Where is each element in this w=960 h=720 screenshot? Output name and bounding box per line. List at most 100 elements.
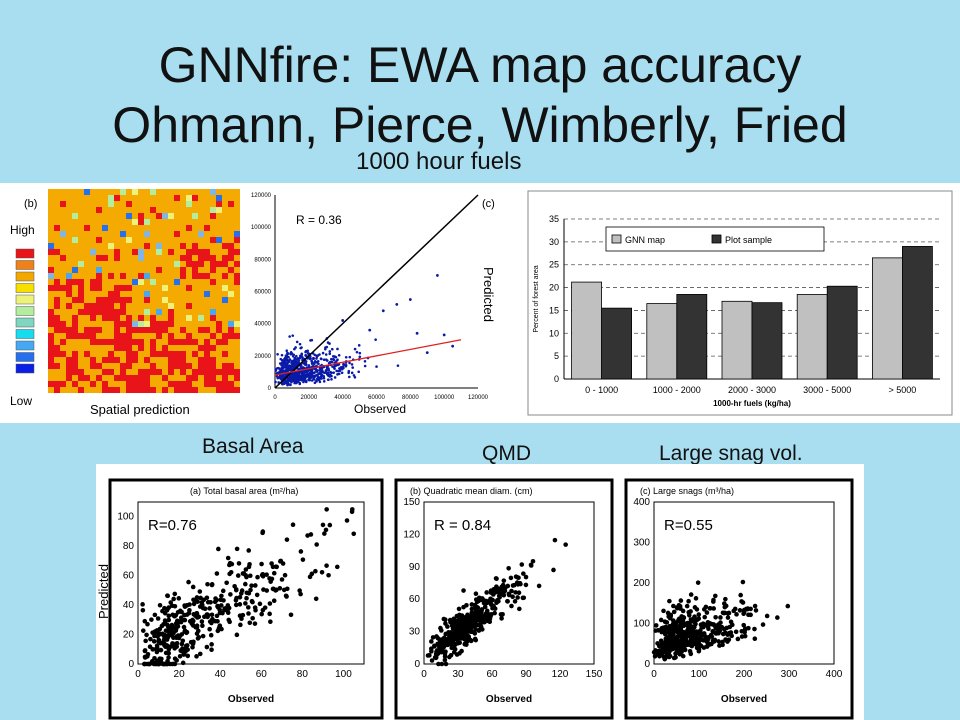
scatter-point: [506, 592, 512, 598]
fuels-point: [319, 375, 323, 379]
fuels-point: [309, 376, 313, 379]
scatter-point: [729, 633, 734, 639]
scatter-point: [733, 629, 739, 635]
scatter-point: [702, 637, 708, 643]
fuels-x-tick: 120000: [468, 395, 489, 401]
fuels-point: [337, 354, 341, 357]
fuels-point: [296, 356, 300, 360]
fuels-point: [328, 350, 332, 353]
fuels-y-tick: 60000: [254, 290, 271, 296]
scatter-point: [716, 625, 722, 631]
fuels-y-tick: 0: [268, 386, 272, 392]
scatter-point: [785, 603, 791, 609]
scatter-point: [722, 601, 727, 606]
scatter-point: [192, 598, 198, 603]
scatter-point: [455, 623, 461, 629]
scatter-point: [253, 607, 258, 613]
scatter-point: [298, 549, 304, 554]
scatter-x-tick: 80: [297, 669, 309, 680]
scatter-point: [159, 656, 164, 662]
scatter-point: [496, 593, 502, 599]
scatter-point: [509, 588, 514, 594]
scatter-point: [484, 590, 489, 595]
scatter-point: [181, 624, 187, 630]
scatter-point: [473, 609, 479, 615]
scatter-point: [186, 610, 192, 616]
scatter-point: [664, 641, 669, 647]
scatter-point: [162, 618, 168, 623]
scatter-point: [438, 644, 444, 650]
fuels-point: [284, 354, 288, 357]
scatter-point: [516, 575, 521, 581]
scatter-point: [208, 632, 214, 638]
bar-y-tick: 0: [554, 374, 559, 384]
scatter-point: [752, 626, 757, 632]
scatter-point: [220, 588, 226, 594]
bar-y-tick: 15: [549, 305, 559, 315]
fuels-point: [310, 373, 313, 376]
fuels-point: [332, 371, 336, 374]
fuels-point: [313, 353, 317, 357]
scatter-point: [144, 632, 149, 638]
fuels-point: [280, 353, 284, 357]
scatter-point: [145, 621, 150, 627]
scatter-point: [326, 572, 331, 578]
fuels-point: [436, 274, 439, 277]
scatter-point: [248, 587, 253, 593]
scatter-point: [704, 610, 710, 615]
fuels-point: [336, 347, 339, 351]
fuels-point: [357, 344, 361, 347]
fuels-point: [322, 374, 326, 378]
legend-swatch: [15, 317, 35, 328]
scatter-point: [157, 602, 163, 608]
fuels-point: [304, 354, 308, 357]
scatter-point: [666, 614, 671, 619]
bar-legend-swatch: [711, 234, 722, 244]
scatter-point: [297, 588, 302, 593]
fuels-x-tick: 20000: [300, 395, 317, 401]
scatter-point: [753, 608, 759, 613]
scatter-point: [712, 637, 718, 643]
scatter-point: [209, 612, 215, 618]
scatter-point: [149, 617, 154, 622]
scatter-point: [180, 617, 185, 623]
fuels-point: [280, 359, 284, 362]
bar-y-tick: 25: [549, 260, 559, 270]
scatter-point: [197, 589, 203, 594]
scatter-point: [473, 591, 479, 597]
fuels-point: [304, 370, 307, 374]
fuels-point: [297, 359, 301, 362]
fuels-point: [329, 374, 333, 377]
fuels-point: [310, 379, 314, 382]
fuels-point: [294, 346, 297, 349]
scatter-point: [658, 638, 664, 644]
fuels-point: [344, 363, 348, 367]
scatter-x-tick: 100: [335, 669, 352, 680]
scatter-point: [208, 600, 213, 605]
fuels-point: [326, 371, 330, 375]
fuels-point: [352, 374, 356, 377]
scatter-point: [271, 598, 277, 603]
scatter-point: [479, 607, 485, 612]
scatter-point: [678, 598, 684, 603]
scatter-point: [238, 622, 243, 628]
bar-plot-sample: [901, 246, 933, 380]
scatter-point: [676, 641, 682, 647]
fuels-point: [284, 369, 288, 373]
fuels-point: [295, 363, 299, 366]
scatter-point: [182, 612, 187, 618]
scatter-panels: (a) Total basal area (m²/ha) 0 20 40 60 80 100…: [96, 464, 864, 720]
scatter-point: [147, 644, 153, 650]
fuels-point: [285, 349, 289, 352]
scatter-point: [200, 633, 206, 639]
fuels-point: [333, 376, 337, 379]
scatter-point: [661, 654, 667, 660]
scatter-point: [734, 612, 739, 617]
fuels-point: [285, 381, 289, 385]
scatter-point: [453, 628, 459, 633]
scatter-point: [686, 598, 691, 604]
fuels-point: [451, 344, 455, 348]
scatter-point: [240, 612, 246, 618]
scatter-x-tick: 60: [486, 669, 498, 680]
scatter-point: [154, 647, 159, 652]
